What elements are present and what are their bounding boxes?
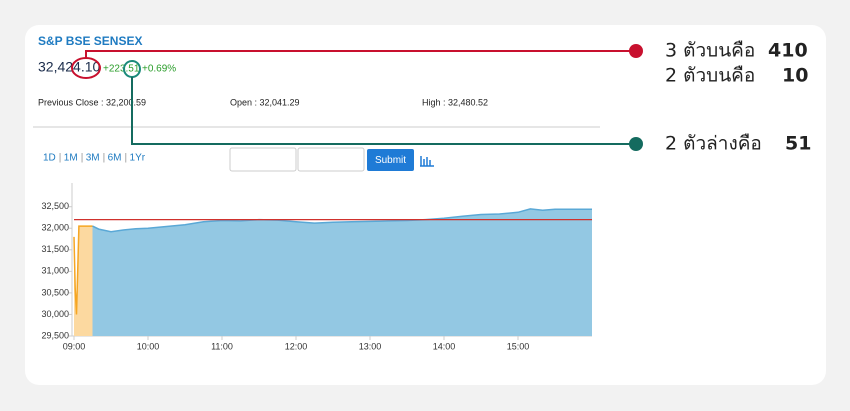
index-title[interactable]: S&P BSE SENSEX [38,34,142,48]
x-tick-label: 10:00 [137,341,160,351]
annotation-value: 410 [768,40,808,62]
area-line [73,225,93,315]
y-tick-label: 32,500 [41,201,69,211]
y-tick-label: 30,500 [41,287,69,297]
range-button[interactable]: 3M [86,153,100,164]
annotation-text: 2 ตัวล่างคือ [665,133,762,155]
chart-icon[interactable] [420,156,434,167]
range-separator: | [103,153,106,164]
x-tick-label: 11:00 [211,341,233,351]
submit-label[interactable]: Submit [375,155,406,166]
annotation-text: 3 ตัวบนคือ [665,40,755,62]
x-tick-label: 13:00 [359,341,382,351]
stat: Open : 32,041.29 [230,97,300,107]
range-button[interactable]: 1M [64,153,78,164]
annotation-text: 2 ตัวบนคือ [665,65,755,87]
annotation-value: 51 [785,133,811,155]
range-separator: | [81,153,84,164]
stat: High : 32,480.52 [422,97,488,107]
range-separator: | [125,153,128,164]
y-tick-label: 31,000 [41,266,69,276]
y-tick-label: 31,500 [41,244,69,254]
x-tick-label: 15:00 [507,341,530,351]
date-input[interactable] [297,147,365,172]
y-tick-label: 32,000 [41,223,69,233]
range-button[interactable]: 1D [43,153,56,164]
annotation-value: 10 [782,65,808,87]
range-button[interactable]: 6M [108,153,122,164]
x-tick-label: 14:00 [433,341,456,351]
price: 32,424.10 [38,59,100,75]
chart: 29,500 30,000 30,500 31,000 31,500 32,000 32,5… [41,183,592,351]
x-tick-label: 09:00 [63,341,86,351]
date-input[interactable] [229,147,297,172]
y-tick-label: 30,000 [41,309,69,319]
stat: Previous Close : 32,200.59 [38,97,146,107]
range-separator: | [59,153,62,164]
area-line [92,208,592,233]
range-button[interactable]: 1Yr [130,153,146,164]
annotation-lines [71,44,643,151]
y-tick-label: 29,500 [41,330,69,340]
x-tick-label: 12:00 [285,341,308,351]
area-fill [92,208,592,336]
submit-button[interactable] [367,149,414,171]
change: +223.51 [103,64,140,75]
range-buttons: 1D | 1M | 3M | 6M | 1Yr [43,153,146,164]
change-pct: +0.69% [142,64,176,75]
